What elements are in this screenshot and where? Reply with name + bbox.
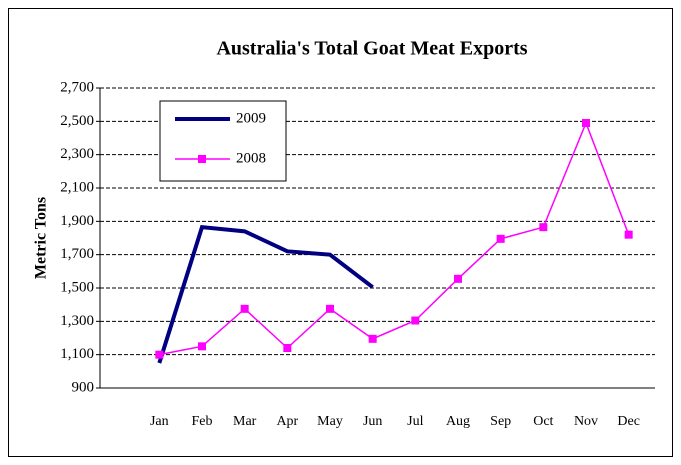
x-tick-label: Feb xyxy=(192,414,213,429)
x-tick-label: Jun xyxy=(363,414,382,429)
marker xyxy=(582,119,590,127)
x-tick-label: Jul xyxy=(407,414,423,429)
y-tick-label: 1,300 xyxy=(60,313,94,329)
y-tick-label: 2,700 xyxy=(60,79,94,95)
x-tick-label: Dec xyxy=(617,414,640,429)
y-tick-label: 1,100 xyxy=(60,346,94,362)
x-tick-label: Oct xyxy=(533,414,553,429)
chart-title: Australia's Total Goat Meat Exports xyxy=(216,38,527,60)
series-line xyxy=(159,120,630,356)
marker xyxy=(198,342,206,351)
legend-label: 2009 xyxy=(236,110,266,126)
legend-label: 2008 xyxy=(236,150,266,166)
y-tick-label: 2,300 xyxy=(60,146,94,162)
y-tick-label: 1,700 xyxy=(60,246,94,262)
marker xyxy=(624,230,633,239)
legend-marker xyxy=(198,155,206,163)
marker xyxy=(283,344,292,352)
marker xyxy=(326,304,334,313)
series-line xyxy=(157,225,374,364)
x-tick-label: May xyxy=(317,414,343,429)
marker xyxy=(539,223,548,232)
marker xyxy=(155,350,164,359)
y-tick-label: 2,500 xyxy=(60,113,94,129)
legend-box xyxy=(159,100,287,182)
y-tick-label: 1,500 xyxy=(60,279,94,295)
marker xyxy=(496,234,505,243)
y-tick-label: 1,900 xyxy=(60,213,94,229)
chart-border xyxy=(8,8,673,457)
y-tick-label: 900 xyxy=(72,379,95,395)
marker xyxy=(411,316,420,325)
x-tick-label: Sep xyxy=(490,414,511,429)
marker xyxy=(240,304,249,313)
x-tick-label: Aug xyxy=(446,414,470,429)
y-axis-label: Metric Tons xyxy=(33,197,50,279)
marker xyxy=(454,274,462,283)
marker xyxy=(368,334,377,343)
x-tick-label: Jan xyxy=(150,414,169,429)
x-tick-label: Nov xyxy=(574,414,598,429)
x-tick-label: Apr xyxy=(276,414,298,429)
x-tick-label: Mar xyxy=(233,414,257,429)
y-tick-label: 2,100 xyxy=(60,179,94,195)
